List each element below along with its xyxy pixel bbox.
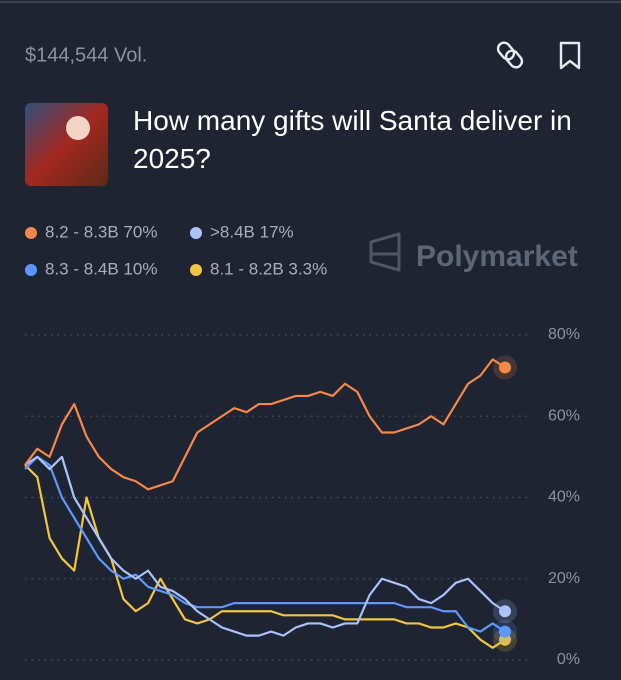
y-tick-label: 40%: [548, 489, 580, 506]
end-dot: [499, 361, 511, 374]
series-line: [24, 455, 506, 637]
legend-label: >8.4B 17%: [210, 222, 294, 241]
y-tick-label: 60%: [548, 407, 580, 424]
brand-logo: [369, 232, 401, 272]
link-icon[interactable]: [496, 40, 525, 70]
legend-label: 8.2 - 8.3B 70%: [45, 222, 157, 241]
volume: $144,544 Vol.: [25, 44, 147, 66]
market-image: [25, 103, 108, 186]
end-dot: [499, 605, 511, 618]
legend-dot: [25, 264, 37, 276]
y-tick-label: 80%: [548, 326, 580, 343]
bookmark-icon[interactable]: [559, 41, 581, 70]
legend-dot: [190, 264, 202, 276]
market-image-detail: [66, 116, 90, 140]
legend-dot: [190, 227, 202, 239]
y-tick-label: 0%: [557, 651, 580, 668]
y-tick-label: 20%: [548, 570, 580, 587]
title: How many gifts will Santa deliver in 202…: [133, 105, 572, 174]
series-line: [24, 455, 506, 633]
brand: Polymarket: [416, 240, 578, 273]
legend-label: 8.3 - 8.4B 10%: [45, 259, 157, 278]
title-box: How many gifts will Santa deliver in 202…: [133, 105, 572, 174]
legend-label: 8.1 - 8.2B 3.3%: [210, 259, 327, 278]
series-line: [24, 358, 506, 491]
end-dot: [499, 625, 511, 638]
legend-dot: [25, 227, 37, 239]
